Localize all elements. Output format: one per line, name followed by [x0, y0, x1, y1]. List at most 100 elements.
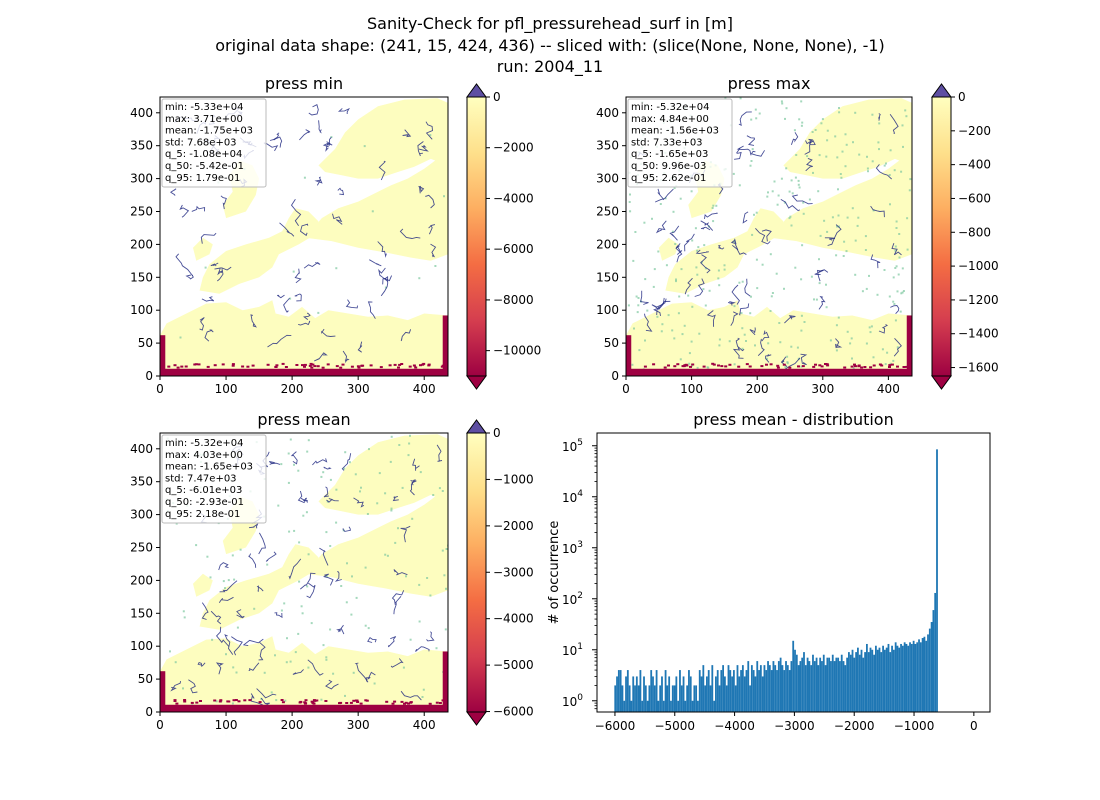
river-line — [878, 324, 889, 334]
river-line — [731, 284, 740, 305]
boundary-speckle — [782, 363, 786, 366]
land-texture-dot — [811, 131, 814, 133]
histogram-bar — [648, 685, 651, 712]
river-line — [219, 580, 238, 593]
stats-line: max: 3.71e+00 — [165, 114, 243, 125]
river-line — [345, 299, 358, 309]
land-texture-dot — [179, 336, 182, 339]
colorbar-tick-label: −8000 — [493, 293, 534, 307]
river-line — [336, 624, 345, 635]
boundary-speckle — [820, 365, 824, 368]
boundary-speckle — [251, 364, 255, 367]
boundary-speckle — [888, 364, 892, 367]
histogram-bar — [828, 657, 831, 712]
histogram-bar — [616, 676, 618, 712]
land-texture-dot — [691, 364, 693, 367]
land-texture-dot — [755, 211, 758, 214]
y-tick-label: 400 — [130, 442, 153, 456]
colorbar-tick-label: −2000 — [493, 519, 534, 533]
land-texture-dot — [801, 121, 804, 124]
boundary-speckle — [398, 363, 402, 366]
colorbar-tick-label: −400 — [958, 158, 991, 172]
land-texture-dot — [667, 314, 670, 317]
land-texture-dot — [854, 239, 857, 242]
land-texture-dot — [708, 289, 711, 292]
land-texture-dot — [704, 304, 707, 307]
y-tick-label: 0 — [611, 369, 619, 383]
histogram-bar — [923, 636, 926, 712]
land-texture-dot — [779, 341, 782, 344]
river-line — [700, 226, 711, 231]
land-texture-dot — [360, 486, 362, 489]
river-line — [800, 353, 808, 366]
land-texture-dot — [363, 145, 366, 148]
river-line — [303, 312, 311, 320]
river-line — [319, 547, 329, 566]
land-texture-dot — [325, 658, 328, 661]
river-line — [292, 669, 304, 675]
river-line — [294, 293, 302, 302]
river-line — [322, 141, 333, 148]
land-texture-dot — [443, 574, 446, 577]
land-texture-dot — [778, 322, 781, 324]
river-line — [204, 329, 214, 342]
histogram-bar — [824, 665, 827, 712]
histogram-bar — [632, 676, 635, 712]
boundary-speckle — [801, 365, 805, 368]
histogram-bar — [720, 670, 723, 712]
boundary-speckle — [890, 363, 894, 366]
colorbar-tick-label: −6000 — [493, 705, 534, 719]
stats-line: std: 7.47e+03 — [165, 473, 237, 484]
x-tick-label: 400 — [413, 718, 436, 732]
histogram-bar — [874, 645, 877, 712]
river-line — [250, 693, 264, 706]
river-line — [669, 225, 680, 241]
river-line — [185, 274, 194, 280]
histogram-bar — [808, 661, 811, 712]
land-texture-dot — [786, 362, 789, 365]
stats-line: min: -5.33e+04 — [165, 102, 244, 113]
boundary-speckle — [335, 365, 339, 368]
y-tick-label: 300 — [130, 508, 153, 522]
river-line — [790, 132, 799, 145]
land-region — [770, 158, 912, 261]
river-line — [342, 350, 350, 364]
hist-x-tick-label: −4000 — [714, 719, 755, 733]
boundary-speckle — [737, 365, 741, 368]
land-texture-dot — [831, 216, 834, 219]
histogram-bar — [668, 676, 671, 712]
boundary-speckle — [312, 699, 316, 702]
colorbar-tick-label: −800 — [958, 225, 991, 239]
land-texture-dot — [895, 220, 898, 223]
y-tick-label: 200 — [130, 573, 153, 587]
boundary-speckle — [218, 700, 222, 703]
land-texture-dot — [810, 275, 813, 278]
land-texture-dot — [790, 345, 793, 348]
land-region — [305, 158, 448, 261]
river-line — [706, 310, 716, 327]
land-texture-dot — [688, 362, 691, 365]
land-texture-dot — [206, 555, 209, 558]
land-texture-dot — [348, 461, 351, 464]
land-texture-dot — [876, 293, 879, 296]
land-texture-dot — [236, 626, 239, 629]
land-texture-dot — [340, 585, 343, 587]
histogram-bar — [889, 652, 892, 712]
river-line — [700, 254, 711, 274]
hist-y-tick-label: 101 — [562, 642, 583, 658]
land-texture-dot — [232, 666, 235, 669]
land-texture-dot — [690, 340, 693, 343]
land-texture-dot — [717, 277, 720, 280]
land-texture-dot — [908, 189, 911, 192]
colorbar-tick-label: −1600 — [958, 361, 999, 375]
hist-x-tick-label: −1000 — [894, 719, 935, 733]
histogram-bar — [686, 685, 689, 712]
river-line — [260, 697, 270, 712]
histogram-bar — [803, 652, 805, 712]
boundary-speckle — [313, 365, 317, 368]
land-texture-dot — [691, 239, 694, 242]
land-texture-dot — [632, 259, 635, 262]
land-texture-dot — [858, 153, 861, 156]
histogram-bar — [918, 639, 920, 712]
